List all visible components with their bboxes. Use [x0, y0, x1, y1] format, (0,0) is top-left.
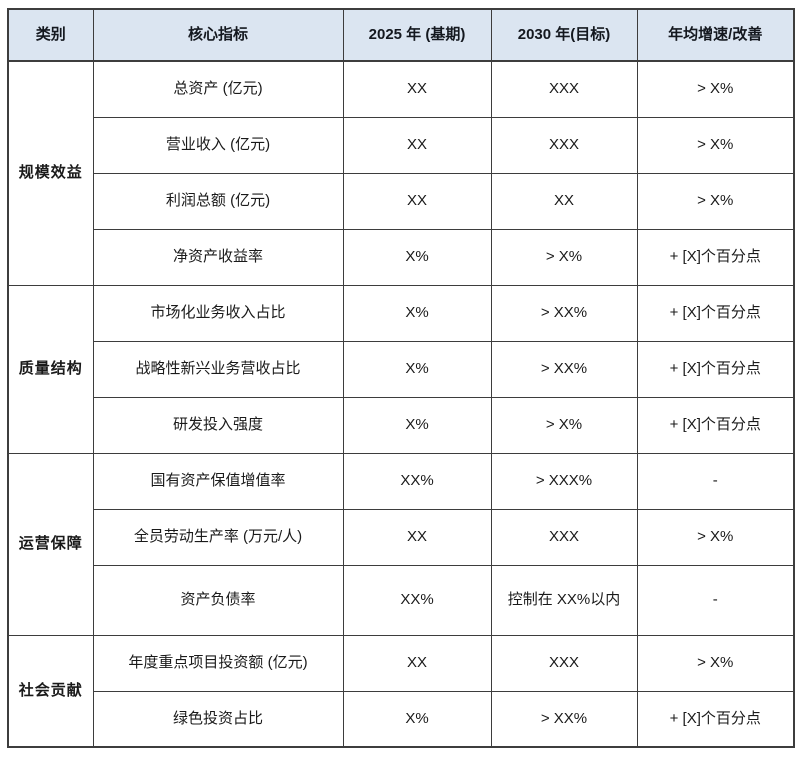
target-value-cell: XXX — [490, 60, 638, 118]
target-value-cell: > X% — [490, 228, 638, 286]
base-value-cell: XX — [342, 634, 492, 692]
indicator-cell: 总资产 (亿元) — [92, 60, 344, 118]
table-row: 绿色投资占比 X% > XX% + [X]个百分点 — [8, 690, 795, 748]
base-value-cell: X% — [342, 690, 492, 748]
growth-value-cell: + [X]个百分点 — [636, 228, 795, 286]
target-value-cell: XX — [490, 172, 638, 230]
category-cell-operations-support: 运营保障 — [7, 452, 94, 636]
table-row: 营业收入 (亿元) XX XXX > X% — [8, 116, 795, 174]
growth-value-cell: + [X]个百分点 — [636, 340, 795, 398]
indicator-cell: 绿色投资占比 — [92, 690, 344, 748]
target-value-cell: > XX% — [490, 690, 638, 748]
category-cell-social-contribution: 社会贡献 — [7, 634, 94, 748]
indicator-cell: 研发投入强度 — [92, 396, 344, 454]
table-body: 规模效益 总资产 (亿元) XX XXX > X% 营业收入 (亿元) XX X… — [7, 60, 795, 748]
table-row: 净资产收益率 X% > X% + [X]个百分点 — [8, 228, 795, 286]
growth-value-cell: > X% — [636, 116, 795, 174]
growth-value-cell: - — [636, 564, 795, 636]
indicator-cell: 利润总额 (亿元) — [92, 172, 344, 230]
category-cell-quality-structure: 质量结构 — [7, 284, 94, 454]
target-value-cell: > XX% — [490, 284, 638, 342]
header-cell-target-2030: 2030 年(目标) — [490, 8, 638, 62]
growth-value-cell: > X% — [636, 508, 795, 566]
header-cell-base-2025: 2025 年 (基期) — [342, 8, 492, 62]
base-value-cell: XX% — [342, 452, 492, 510]
table-header: 类别 核心指标 2025 年 (基期) 2030 年(目标) 年均增速/改善 — [7, 8, 795, 62]
indicator-cell: 资产负债率 — [92, 564, 344, 636]
base-value-cell: X% — [342, 396, 492, 454]
target-value-cell: > XX% — [490, 340, 638, 398]
header-cell-category: 类别 — [7, 8, 94, 62]
table-row: 战略性新兴业务营收占比 X% > XX% + [X]个百分点 — [8, 340, 795, 398]
table-row: 质量结构 市场化业务收入占比 X% > XX% + [X]个百分点 — [7, 284, 795, 454]
growth-value-cell: + [X]个百分点 — [636, 284, 795, 342]
target-value-cell: XXX — [490, 116, 638, 174]
target-value-cell: XXX — [490, 634, 638, 692]
indicator-cell: 战略性新兴业务营收占比 — [92, 340, 344, 398]
indicator-cell: 国有资产保值增值率 — [92, 452, 344, 510]
indicator-cell: 营业收入 (亿元) — [92, 116, 344, 174]
growth-value-cell: > X% — [636, 60, 795, 118]
base-value-cell: X% — [342, 284, 492, 342]
table-row: 运营保障 国有资产保值增值率 XX% > XXX% - — [7, 452, 795, 636]
base-value-cell: XX — [342, 116, 492, 174]
base-value-cell: XX — [342, 60, 492, 118]
kpi-table: 类别 核心指标 2025 年 (基期) 2030 年(目标) 年均增速/改善 规… — [7, 8, 795, 748]
target-value-cell: > XXX% — [490, 452, 638, 510]
table-row: 规模效益 总资产 (亿元) XX XXX > X% — [7, 60, 795, 286]
table-row: 利润总额 (亿元) XX XX > X% — [8, 172, 795, 230]
target-value-cell: 控制在 XX%以内 — [490, 564, 638, 636]
header-cell-growth: 年均增速/改善 — [636, 8, 795, 62]
base-value-cell: XX — [342, 508, 492, 566]
table-row: 资产负债率 XX% 控制在 XX%以内 - — [8, 564, 795, 636]
base-value-cell: X% — [342, 340, 492, 398]
table-row: 社会贡献 年度重点项目投资额 (亿元) XX XXX > X% — [7, 634, 795, 748]
growth-value-cell: + [X]个百分点 — [636, 396, 795, 454]
target-value-cell: > X% — [490, 396, 638, 454]
base-value-cell: X% — [342, 228, 492, 286]
category-cell-scale-benefit: 规模效益 — [7, 60, 94, 286]
base-value-cell: XX% — [342, 564, 492, 636]
base-value-cell: XX — [342, 172, 492, 230]
header-cell-indicator: 核心指标 — [92, 8, 344, 62]
indicator-cell: 年度重点项目投资额 (亿元) — [92, 634, 344, 692]
growth-value-cell: > X% — [636, 172, 795, 230]
table-row: 全员劳动生产率 (万元/人) XX XXX > X% — [8, 508, 795, 566]
indicator-cell: 市场化业务收入占比 — [92, 284, 344, 342]
table-row: 研发投入强度 X% > X% + [X]个百分点 — [8, 396, 795, 454]
growth-value-cell: > X% — [636, 634, 795, 692]
indicator-cell: 全员劳动生产率 (万元/人) — [92, 508, 344, 566]
header-row: 类别 核心指标 2025 年 (基期) 2030 年(目标) 年均增速/改善 — [7, 8, 795, 62]
growth-value-cell: - — [636, 452, 795, 510]
target-value-cell: XXX — [490, 508, 638, 566]
growth-value-cell: + [X]个百分点 — [636, 690, 795, 748]
indicator-cell: 净资产收益率 — [92, 228, 344, 286]
